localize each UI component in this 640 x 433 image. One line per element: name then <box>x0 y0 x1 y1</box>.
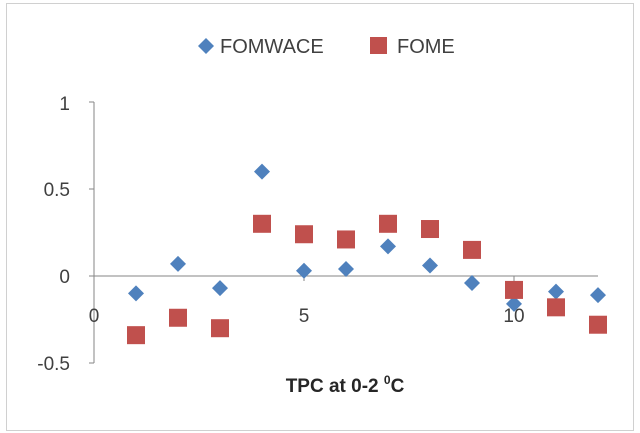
x-axis-title-unit: C <box>391 376 405 397</box>
legend-label-fomwace: FOMWACE <box>220 36 324 58</box>
y-tick-label: 0 <box>59 267 70 288</box>
fome-point <box>463 240 481 259</box>
fome-point <box>253 214 271 233</box>
legend: FOMWACE FOME <box>198 36 455 58</box>
fome-point <box>505 280 523 299</box>
fome-point <box>169 308 187 327</box>
fomwace-point <box>170 255 186 272</box>
y-tick-label: -0.5 <box>37 354 70 375</box>
fomwace-point <box>128 285 144 302</box>
y-tick-label: 0.5 <box>44 180 70 201</box>
y-tick-labels: 1 0.5 0 -0.5 <box>37 94 70 375</box>
fome-point <box>295 225 313 244</box>
fomwace-point <box>380 238 396 255</box>
x-axis-title-main: TPC at 0-2 <box>286 376 384 397</box>
fome-point <box>589 315 607 334</box>
data-points <box>127 163 607 345</box>
fomwace-point <box>338 261 354 278</box>
x-tick-label: 10 <box>503 306 524 327</box>
legend-marker-fome <box>370 37 387 54</box>
fomwace-point <box>296 262 312 279</box>
legend-label-fome: FOME <box>397 36 455 58</box>
legend-marker-fomwace <box>198 38 214 54</box>
x-tick-label: 0 <box>89 306 100 327</box>
fomwace-point <box>548 283 564 300</box>
fome-point <box>379 214 397 233</box>
chart-frame <box>6 3 634 431</box>
y-tick-label: 1 <box>59 94 70 115</box>
fome-point <box>421 220 439 239</box>
fomwace-point <box>506 295 522 312</box>
x-tick-label: 5 <box>299 306 310 327</box>
fomwace-point <box>254 163 270 180</box>
x-axis-title-superscript: 0 <box>384 373 391 387</box>
fomwace-point <box>422 257 438 274</box>
fomwace-point <box>464 274 480 291</box>
fome-point <box>211 319 229 338</box>
x-axis-title: TPC at 0-2 0C <box>286 373 405 397</box>
fome-point <box>547 298 565 317</box>
fomwace-point <box>590 287 606 304</box>
x-tick-labels: 0 5 10 <box>89 306 525 327</box>
fome-point <box>337 230 355 249</box>
fomwace-point <box>212 280 228 297</box>
fome-point <box>127 326 145 345</box>
